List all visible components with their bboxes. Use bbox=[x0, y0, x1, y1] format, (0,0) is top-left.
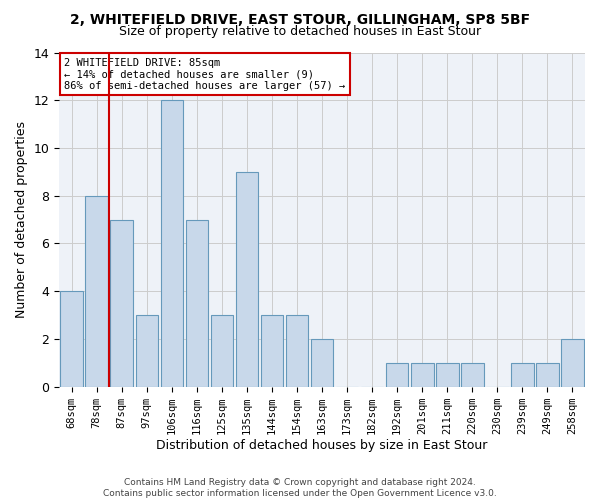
Bar bbox=[261, 315, 283, 386]
Bar bbox=[461, 363, 484, 386]
Bar bbox=[561, 339, 584, 386]
Text: 2 WHITEFIELD DRIVE: 85sqm
← 14% of detached houses are smaller (9)
86% of semi-d: 2 WHITEFIELD DRIVE: 85sqm ← 14% of detac… bbox=[64, 58, 346, 90]
Y-axis label: Number of detached properties: Number of detached properties bbox=[15, 121, 28, 318]
Bar bbox=[185, 220, 208, 386]
Bar bbox=[85, 196, 108, 386]
Text: Contains HM Land Registry data © Crown copyright and database right 2024.
Contai: Contains HM Land Registry data © Crown c… bbox=[103, 478, 497, 498]
Bar bbox=[286, 315, 308, 386]
Text: 2, WHITEFIELD DRIVE, EAST STOUR, GILLINGHAM, SP8 5BF: 2, WHITEFIELD DRIVE, EAST STOUR, GILLING… bbox=[70, 12, 530, 26]
Bar bbox=[511, 363, 533, 386]
Bar bbox=[211, 315, 233, 386]
Text: Size of property relative to detached houses in East Stour: Size of property relative to detached ho… bbox=[119, 25, 481, 38]
Bar bbox=[436, 363, 458, 386]
Bar bbox=[61, 291, 83, 386]
Bar bbox=[311, 339, 334, 386]
Bar bbox=[110, 220, 133, 386]
Bar bbox=[411, 363, 434, 386]
Bar bbox=[386, 363, 409, 386]
X-axis label: Distribution of detached houses by size in East Stour: Distribution of detached houses by size … bbox=[157, 440, 488, 452]
Bar bbox=[236, 172, 258, 386]
Bar bbox=[136, 315, 158, 386]
Bar bbox=[536, 363, 559, 386]
Bar bbox=[161, 100, 183, 386]
